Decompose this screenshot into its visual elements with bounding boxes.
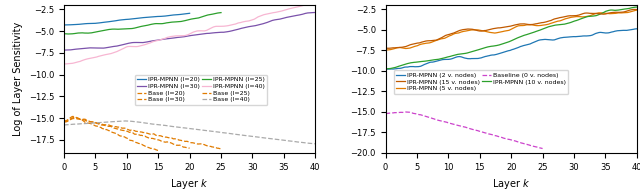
X-axis label: Layer $k$: Layer $k$ — [492, 177, 531, 191]
Legend: IPR-MPNN (2 v. nodes), IPR-MPNN (15 v. nodes), IPR-MPNN (5 v. nodes), Baseline (: IPR-MPNN (2 v. nodes), IPR-MPNN (15 v. n… — [394, 70, 568, 94]
Y-axis label: Log of Layer Sensitivity: Log of Layer Sensitivity — [13, 22, 23, 136]
Legend: IPR-MPNN (l=20), IPR-MPNN (l=30), Base (l=20), Base (l=30), IPR-MPNN (l=25), IPR: IPR-MPNN (l=20), IPR-MPNN (l=30), Base (… — [135, 75, 268, 105]
X-axis label: Layer $k$: Layer $k$ — [170, 177, 209, 191]
